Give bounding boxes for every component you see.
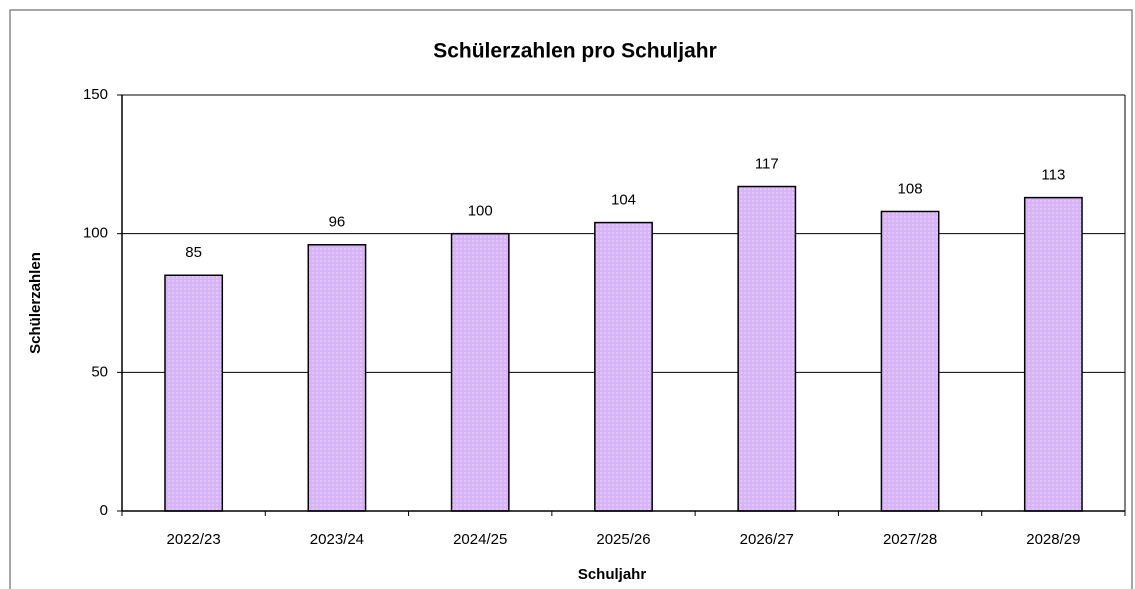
y-tick-label: 150 [83, 86, 108, 103]
value-label: 113 [1041, 167, 1065, 184]
x-tick-label: 2023/24 [310, 531, 364, 548]
y-tick-label: 50 [91, 363, 108, 380]
bar [1023, 196, 1083, 512]
bar [450, 232, 510, 512]
value-label: 100 [468, 203, 493, 220]
x-tick-label: 2022/23 [167, 531, 221, 548]
x-tick-label: 2028/29 [1026, 531, 1080, 548]
y-axis-title: Schülerzahlen [27, 252, 44, 354]
bar [164, 274, 224, 512]
x-tick-label: 2027/28 [883, 531, 937, 548]
x-tick-label: 2024/25 [453, 531, 507, 548]
x-tick-label: 2026/27 [740, 531, 794, 548]
chart-border [9, 9, 1133, 589]
bar [880, 210, 940, 512]
y-tick-label: 0 [100, 502, 108, 519]
x-axis-title: Schuljahr [578, 566, 647, 583]
value-label: 85 [185, 244, 202, 261]
chart-title: Schülerzahlen pro Schuljahr [433, 40, 717, 63]
x-tick-label: 2025/26 [596, 531, 650, 548]
bar [594, 221, 653, 512]
bar [307, 244, 367, 512]
value-label: 104 [611, 192, 636, 209]
value-label: 96 [329, 214, 346, 231]
y-tick-label: 100 [83, 225, 108, 242]
value-label: 108 [898, 180, 923, 197]
value-label: 117 [755, 155, 779, 172]
bar [737, 185, 797, 512]
